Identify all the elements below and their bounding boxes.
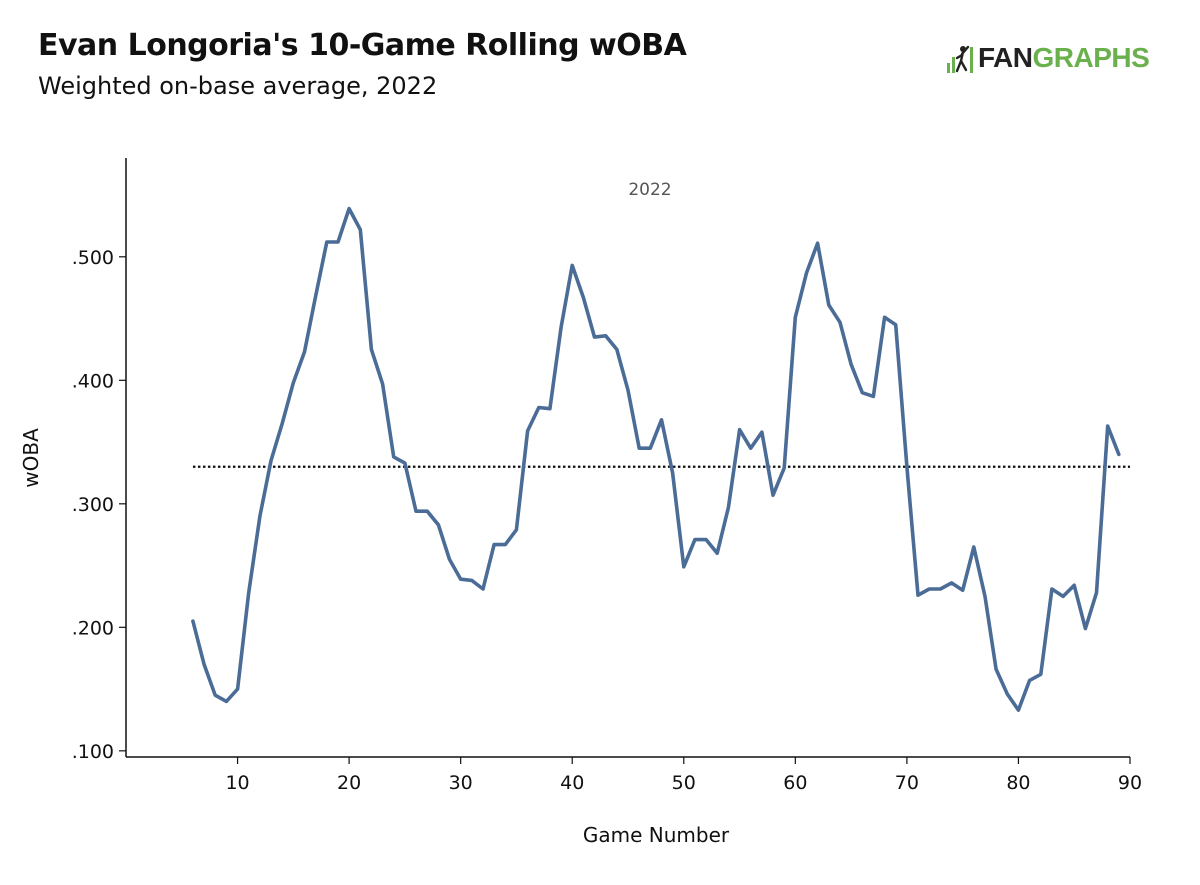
chart-ticks: 10 20 30 40 50 60 70 80 90 .100 .200 .300 .400 .500 [72, 247, 1142, 794]
x-tick-label: 80 [1006, 772, 1030, 794]
woba-series-line [191, 206, 1121, 712]
y-tick-label: .400 [72, 370, 114, 392]
y-tick-label: .300 [72, 494, 114, 516]
x-tick-label: 50 [672, 772, 696, 794]
chart-subtitle: Weighted on-base average, 2022 [38, 72, 438, 100]
x-tick-label: 20 [337, 772, 361, 794]
chart-labels: 2022 Game Number wOBA [19, 180, 730, 847]
x-tick-label: 40 [560, 772, 584, 794]
logo-text-graphs: GRAPHS [1032, 42, 1150, 73]
fangraphs-logo[interactable]: FAN GRAPHS [946, 40, 1150, 76]
y-tick-label: .100 [72, 741, 114, 763]
x-tick-label: 60 [783, 772, 807, 794]
fangraphs-logo-icon [947, 45, 973, 73]
x-axis-title: Game Number [583, 823, 730, 847]
chart-axes [125, 158, 1130, 758]
y-tick-label: .500 [72, 247, 114, 269]
series-group [191, 206, 1121, 712]
y-tick-label: .200 [72, 617, 114, 639]
x-tick-label: 30 [449, 772, 473, 794]
chart-title: Evan Longoria's 10-Game Rolling wOBA [38, 28, 687, 63]
panel-label: 2022 [628, 180, 671, 200]
x-tick-label: 90 [1118, 772, 1142, 794]
y-axis-title: wOBA [19, 428, 43, 488]
logo-text-fan: FAN [978, 42, 1033, 73]
x-tick-label: 10 [225, 772, 249, 794]
x-tick-label: 70 [895, 772, 919, 794]
